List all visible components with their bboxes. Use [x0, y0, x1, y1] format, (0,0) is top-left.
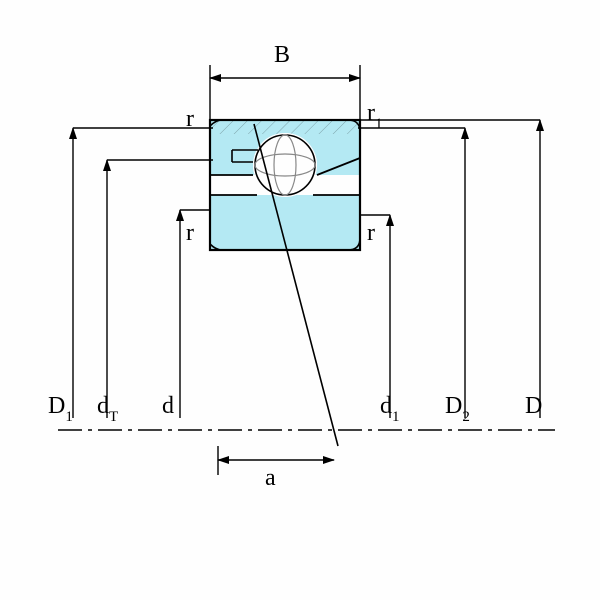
label-D1: D1	[48, 393, 73, 424]
bearing-diagram: B r r1 r r a D1 dT d d1 D2 D	[0, 0, 600, 600]
dim-dT	[107, 160, 213, 418]
dim-B	[210, 65, 360, 120]
label-r-bl: r	[186, 220, 194, 247]
label-d1: d1	[380, 393, 400, 424]
label-r-tl: r	[186, 106, 194, 133]
label-dT: dT	[97, 393, 118, 424]
label-r-br: r	[367, 220, 375, 247]
label-r1: r1	[367, 100, 383, 131]
bearing-svg	[0, 0, 600, 600]
dim-D2	[358, 128, 465, 418]
dim-D	[358, 120, 540, 418]
dim-a	[218, 446, 334, 475]
label-B: B	[274, 42, 290, 69]
dim-d	[180, 210, 211, 418]
label-D2: D2	[445, 393, 470, 424]
dim-D1	[73, 128, 213, 418]
label-d: d	[162, 393, 174, 420]
label-a: a	[265, 465, 276, 492]
label-D: D	[525, 393, 542, 420]
